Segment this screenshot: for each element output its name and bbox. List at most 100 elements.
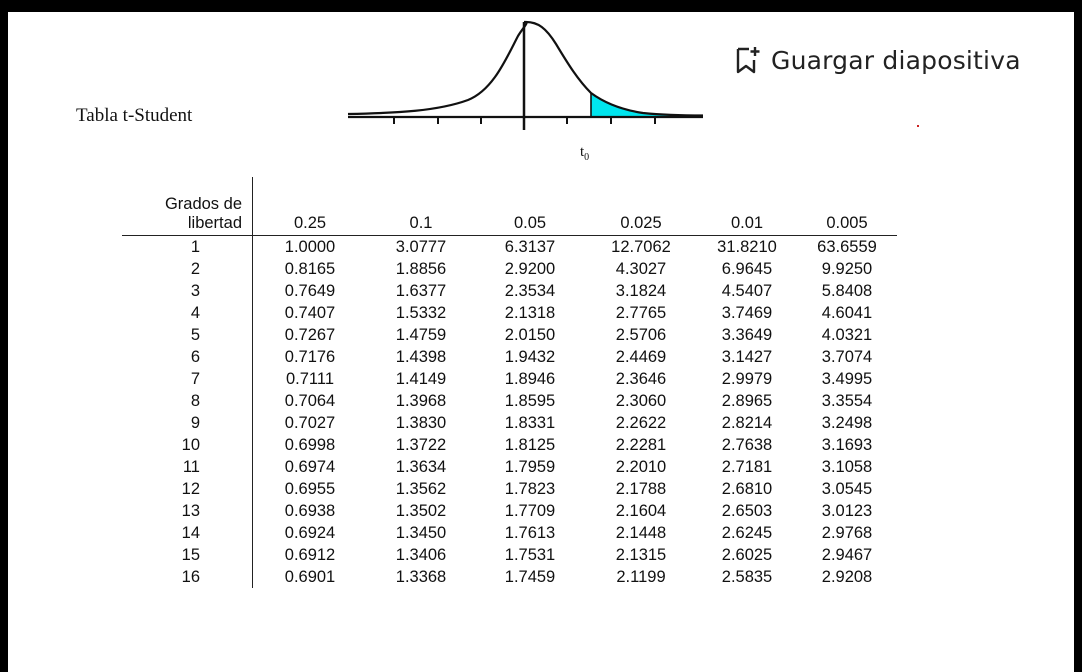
axis-ticks xyxy=(393,117,656,124)
value-cell: 2.6810 xyxy=(721,479,773,498)
value-cell: 1.5332 xyxy=(395,303,447,322)
alpha-header: 0.025 xyxy=(585,177,697,236)
table-row: 16 0.6901 1.3368 1.7459 2.1199 2.5835 2.9208 xyxy=(122,566,897,588)
value-cell: 3.1427 xyxy=(721,347,773,366)
value-cell: 2.7638 xyxy=(721,435,773,454)
value-cell: 2.1604 xyxy=(615,501,667,520)
value-cell: 1.7531 xyxy=(504,545,556,564)
value-cell: 3.4995 xyxy=(821,369,873,388)
value-cell: 2.9208 xyxy=(821,568,873,586)
table-title: Tabla t-Student xyxy=(76,105,193,126)
shaded-tail xyxy=(591,93,703,117)
alpha-header: 0.05 xyxy=(475,177,585,236)
value-cell: 3.0123 xyxy=(821,501,873,520)
alpha-header: 0.1 xyxy=(367,177,475,236)
value-cell: 1.8595 xyxy=(504,391,556,410)
value-cell: 3.7469 xyxy=(721,303,773,322)
table-row: 8 0.7064 1.3968 1.8595 2.3060 2.8965 3.3554 xyxy=(122,390,897,412)
value-cell: 2.1199 xyxy=(616,568,666,586)
value-cell: 31.8210 xyxy=(717,237,777,256)
value-cell: 1.3830 xyxy=(395,413,447,432)
density-curve xyxy=(347,20,704,117)
value-cell: 6.3137 xyxy=(504,237,556,256)
value-cell: 2.9979 xyxy=(721,369,773,388)
table-row: 10 0.6998 1.3722 1.8125 2.2281 2.7638 3.1693 xyxy=(122,434,897,456)
value-cell: 0.6912 xyxy=(284,545,336,564)
alpha-header: 0.25 xyxy=(252,177,367,236)
value-cell: 3.1058 xyxy=(821,457,873,476)
value-cell: 1.3968 xyxy=(395,391,447,410)
table-row: 1 1.0000 3.0777 6.3137 12.7062 31.8210 63.6559 xyxy=(122,235,897,258)
value-cell: 0.6998 xyxy=(284,435,336,454)
table-row: 14 0.6924 1.3450 1.7613 2.1448 2.6245 2.9768 xyxy=(122,522,897,544)
value-cell: 3.1693 xyxy=(821,435,873,454)
table-row: 5 0.7267 1.4759 2.0150 2.5706 3.3649 4.0321 xyxy=(122,324,897,346)
value-cell: 0.7407 xyxy=(284,303,336,322)
table-row: 6 0.7176 1.4398 1.9432 2.4469 3.1427 3.7074 xyxy=(122,346,897,368)
value-cell: 2.2622 xyxy=(615,413,667,432)
value-cell: 1.8946 xyxy=(504,369,556,388)
value-cell: 1.6377 xyxy=(395,281,447,300)
value-cell: 2.5706 xyxy=(615,325,667,344)
value-cell: 1.8331 xyxy=(504,413,556,432)
bookmark-plus-icon xyxy=(736,47,760,74)
df-cell: 8 xyxy=(122,390,253,412)
value-cell: 4.3027 xyxy=(615,259,667,278)
value-cell: 4.0321 xyxy=(821,325,873,344)
value-cell: 0.8165 xyxy=(284,259,336,278)
value-cell: 1.8125 xyxy=(504,435,556,454)
value-cell: 1.4759 xyxy=(395,325,447,344)
df-cell: 5 xyxy=(122,324,253,346)
df-cell: 2 xyxy=(122,258,253,280)
value-cell: 0.7649 xyxy=(284,281,336,300)
value-cell: 1.3368 xyxy=(395,568,447,586)
value-cell: 2.6245 xyxy=(721,523,773,542)
df-cell: 15 xyxy=(122,544,253,566)
value-cell: 1.4149 xyxy=(395,369,447,388)
df-cell: 6 xyxy=(122,346,253,368)
value-cell: 1.3722 xyxy=(395,435,447,454)
value-cell: 6.9645 xyxy=(721,259,773,278)
value-cell: 2.2010 xyxy=(615,457,667,476)
value-cell: 0.7176 xyxy=(284,347,336,366)
value-cell: 2.4469 xyxy=(615,347,667,366)
value-cell: 5.8408 xyxy=(821,281,873,300)
value-cell: 1.0000 xyxy=(284,237,336,256)
value-cell: 2.7765 xyxy=(615,303,667,322)
value-cell: 4.5407 xyxy=(721,281,773,300)
value-cell: 0.7064 xyxy=(284,391,336,410)
table-body: 1 1.0000 3.0777 6.3137 12.7062 31.8210 63.6559… xyxy=(122,235,897,588)
value-cell: 1.3450 xyxy=(395,523,447,542)
value-cell: 9.9250 xyxy=(821,259,873,278)
table-row: 11 0.6974 1.3634 1.7959 2.2010 2.7181 3.1058 xyxy=(122,456,897,478)
value-cell: 2.2281 xyxy=(615,435,667,454)
value-cell: 2.1318 xyxy=(504,303,556,322)
df-cell: 9 xyxy=(122,412,253,434)
value-cell: 1.3634 xyxy=(395,457,447,476)
value-cell: 1.3502 xyxy=(395,501,447,520)
value-cell: 4.6041 xyxy=(821,303,873,322)
save-slide-button[interactable]: Guargar diapositiva xyxy=(735,45,1021,75)
value-cell: 3.7074 xyxy=(821,347,873,366)
df-cell: 11 xyxy=(122,456,253,478)
df-cell: 1 xyxy=(122,235,253,258)
value-cell: 1.9432 xyxy=(504,347,556,366)
table-row: 2 0.8165 1.8856 2.9200 4.3027 6.9645 9.9250 xyxy=(122,258,897,280)
value-cell: 0.6901 xyxy=(284,568,336,586)
value-cell: 2.9768 xyxy=(821,523,873,542)
value-cell: 3.0777 xyxy=(395,237,447,256)
value-cell: 3.1824 xyxy=(615,281,667,300)
value-cell: 0.6938 xyxy=(284,501,336,520)
value-cell: 0.6974 xyxy=(284,457,336,476)
value-cell: 2.9467 xyxy=(821,545,873,564)
df-header: Grados de libertad xyxy=(122,177,253,236)
value-cell: 2.3534 xyxy=(504,281,556,300)
value-cell: 3.0545 xyxy=(821,479,873,498)
df-cell: 12 xyxy=(122,478,253,500)
value-cell: 1.7959 xyxy=(504,457,556,476)
red-dot xyxy=(917,125,919,127)
df-cell: 10 xyxy=(122,434,253,456)
value-cell: 1.8856 xyxy=(395,259,447,278)
table-row: 13 0.6938 1.3502 1.7709 2.1604 2.6503 3.0123 xyxy=(122,500,897,522)
value-cell: 1.3406 xyxy=(395,545,447,564)
